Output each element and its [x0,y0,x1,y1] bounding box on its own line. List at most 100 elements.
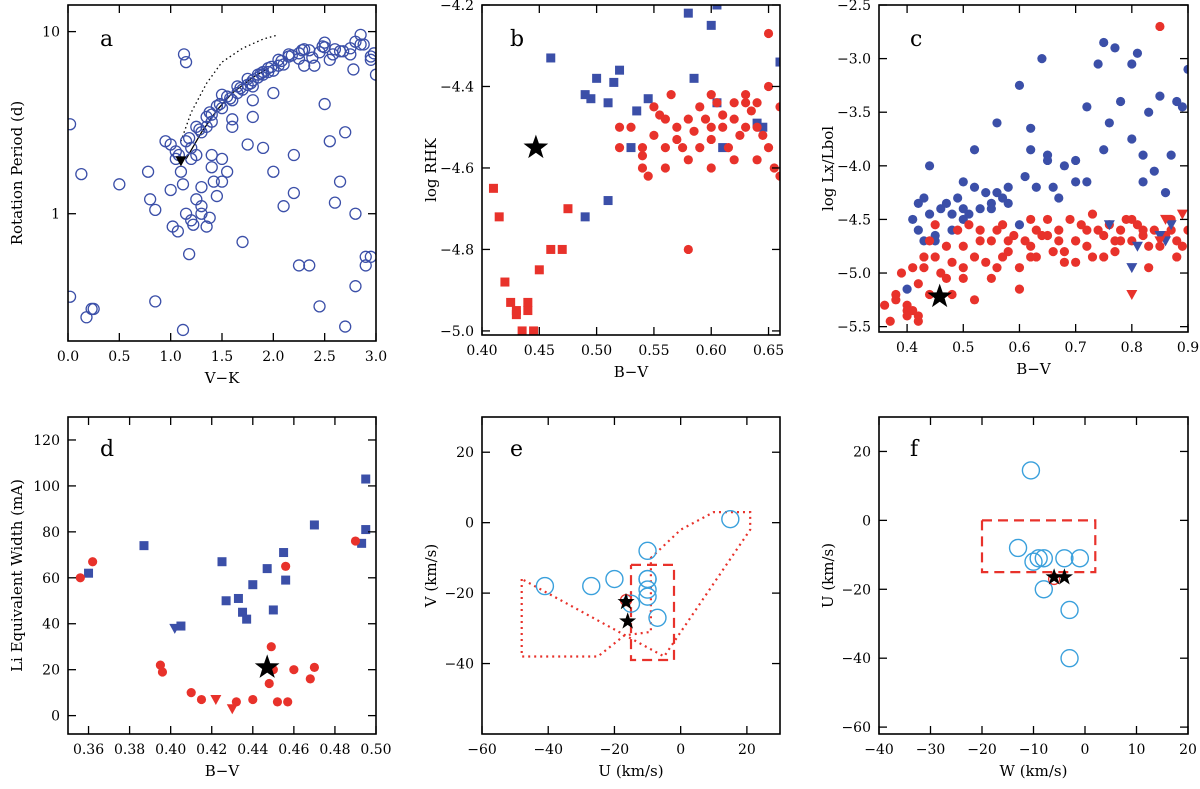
y-tick-label: −5.5 [837,320,871,336]
red-circles-point [1065,214,1075,225]
red-squares-point [506,297,516,307]
red-circles-point [281,561,291,571]
x-tick-label: 0.65 [753,343,784,359]
blue-squares-point [309,520,319,530]
y-tick-label: −40 [444,657,474,673]
x-tick-label: 0.6 [1008,340,1030,356]
open-circles-point [200,220,213,233]
x-tick-label: 2.0 [262,349,284,365]
dashed-box [980,519,1097,574]
red-circles-point [947,289,957,300]
cyan-circles-point [638,587,657,606]
blue-circles-point [1127,59,1137,69]
x-axis-label: B−V [205,762,241,780]
open-circles-point [275,54,288,68]
red-triangles-point [1176,209,1188,220]
blue-circles-point [1071,155,1081,166]
x-tick-label: 0.40 [466,343,497,359]
red-circles-point [958,241,968,251]
x-axis-label: V−K [204,369,240,387]
open-circles-point [68,290,77,303]
panel-d: 0.36 0.38 0.40 0.42 0.44 0.46 0.48 0.50 0 20 40 60 8… [8,416,392,780]
red-circles-point [1031,225,1041,235]
red-circles-point [969,252,980,262]
open-circles-point [200,120,213,133]
panel-letter: f [910,437,920,462]
red-circles-point [969,295,980,305]
dotted-region [520,510,752,658]
red-circles-point [729,155,739,165]
red-circles-point [272,697,283,707]
stars-point [617,592,635,610]
y-tick-label: 0 [465,516,474,532]
y-tick-label: 20 [42,663,60,679]
red-circles-point [1003,236,1013,246]
plot-area [488,5,780,335]
panel-letter: a [100,27,113,52]
red-squares-point [546,244,556,254]
open-circles-point [224,92,237,105]
red-circles-point [775,102,780,112]
red-circles-point [1082,241,1092,251]
x-tick-label: 0.45 [524,343,555,359]
red-circles-point [998,252,1008,262]
open-circles-point [171,225,185,238]
red-circles-point [1087,209,1098,219]
open-circles-point [187,218,200,231]
open-circles-point [328,43,342,56]
red-circles-point [930,252,940,262]
blue-circles-point [1183,64,1188,74]
y-tick-label: −2.5 [837,0,871,14]
blue-squares-point [221,596,231,606]
red-circles-point [947,257,957,267]
y-axis-label: log Lx/Lbol [819,126,837,211]
blue-circles-point [1014,220,1025,230]
open-circles-point [292,47,306,60]
blue-squares-point [268,605,278,615]
red-circles-point [706,163,716,173]
blue-triangles-point [1154,231,1166,242]
red-circles-point [735,130,745,140]
red-squares-point [534,265,544,275]
blue-circles-point [1037,54,1047,64]
blue-squares-point [603,196,613,206]
blue-squares-point [609,77,619,87]
red-circles-point [700,114,711,124]
red-circles-point [891,289,901,300]
blue-circles-point [1138,150,1148,160]
open-circles-point [318,36,331,49]
red-squares-point [523,306,533,316]
blue-circles-point [1093,59,1103,69]
cyan-circles-point [1034,580,1054,599]
red-squares-point [523,297,533,307]
blue-squares-point [586,94,596,104]
blue-squares-point [361,474,371,484]
blue-circles-point [1155,91,1165,101]
y-tick-label: 40 [42,617,60,633]
y-tick-label: −4.6 [440,161,474,177]
red-circles-point [637,151,648,161]
red-circles-point [1054,225,1064,235]
panel-e: −60 −40 −20 0 20 −40 −20 0 20 U (km/s) V (km/s) e [422,416,781,780]
blue-squares-point [242,614,252,624]
open-circles-point [210,189,224,203]
plot-area [520,509,752,662]
red-circles-point [660,114,670,124]
red-circles-point [1144,241,1154,251]
red-circles-point [1183,225,1188,235]
x-tick-label: 1.5 [211,349,233,365]
open-circles-point [339,126,352,139]
red-triangles-point [226,704,238,715]
open-circles-point [177,48,191,61]
highlight-marker [927,283,952,308]
red-circles-point [924,236,935,246]
red-circles-point [614,122,625,132]
red-circles-point [941,273,952,283]
blue-squares-point [546,53,556,63]
cyan-circles-point [638,580,657,599]
red-circles-point [677,142,688,153]
red-circles-point [1138,225,1148,235]
open-circles-point [113,178,126,191]
red-circles-point [1155,21,1165,32]
blue-circles-point [902,284,912,294]
